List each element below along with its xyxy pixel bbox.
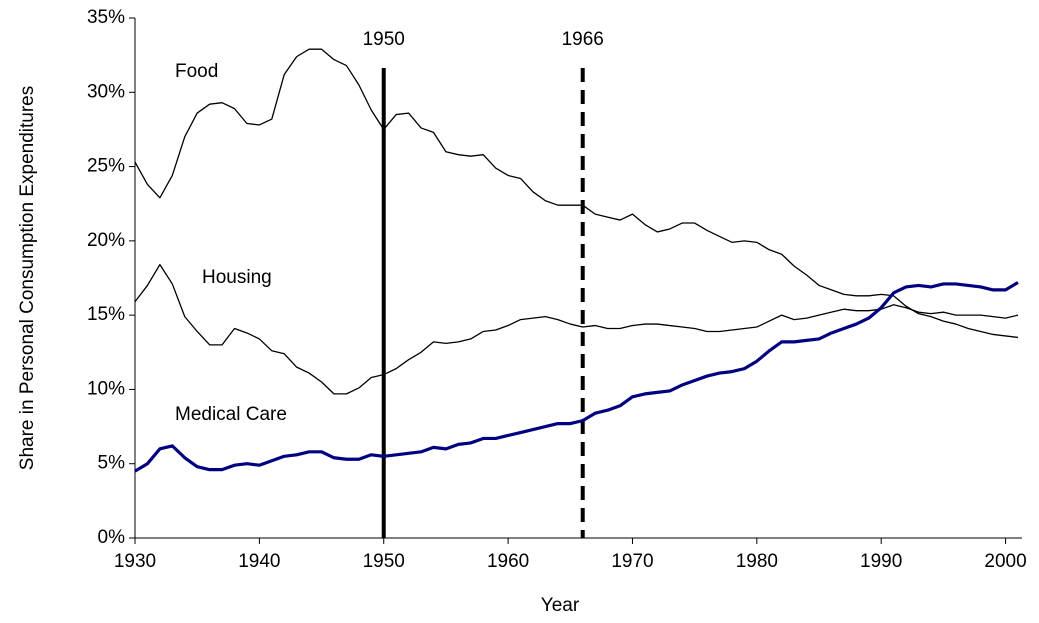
x-tick-label: 2000	[984, 551, 1026, 572]
reference-label: 1966	[562, 29, 604, 50]
series-line	[134, 263, 1019, 395]
y-tick-label: 5%	[98, 453, 126, 474]
x-tick-label: 1930	[114, 551, 156, 572]
x-tick-label: 1940	[238, 551, 280, 572]
x-tick-label: 1970	[611, 551, 653, 572]
y-tick-label: 25%	[87, 156, 125, 177]
x-tick-label: 1950	[363, 551, 405, 572]
series-label: Medical Care	[175, 404, 287, 425]
x-axis-label: Year	[541, 595, 580, 616]
y-tick-label: 0%	[98, 527, 126, 548]
y-tick-label: 20%	[87, 230, 125, 251]
y-tick-label: 35%	[87, 7, 125, 28]
x-tick-label: 1980	[736, 551, 778, 572]
series-label: Food	[175, 61, 218, 82]
x-tick-label: 1960	[487, 551, 529, 572]
y-tick-label: 30%	[87, 81, 125, 102]
x-tick-label: 1990	[860, 551, 902, 572]
y-axis-label: Share in Personal Consumption Expenditur…	[17, 86, 38, 470]
series-label: Housing	[202, 267, 272, 288]
reference-label: 1950	[363, 29, 405, 50]
y-tick-label: 10%	[87, 378, 125, 399]
y-tick-label: 15%	[87, 304, 125, 325]
series-line	[134, 281, 1019, 473]
series-line	[134, 48, 1019, 339]
